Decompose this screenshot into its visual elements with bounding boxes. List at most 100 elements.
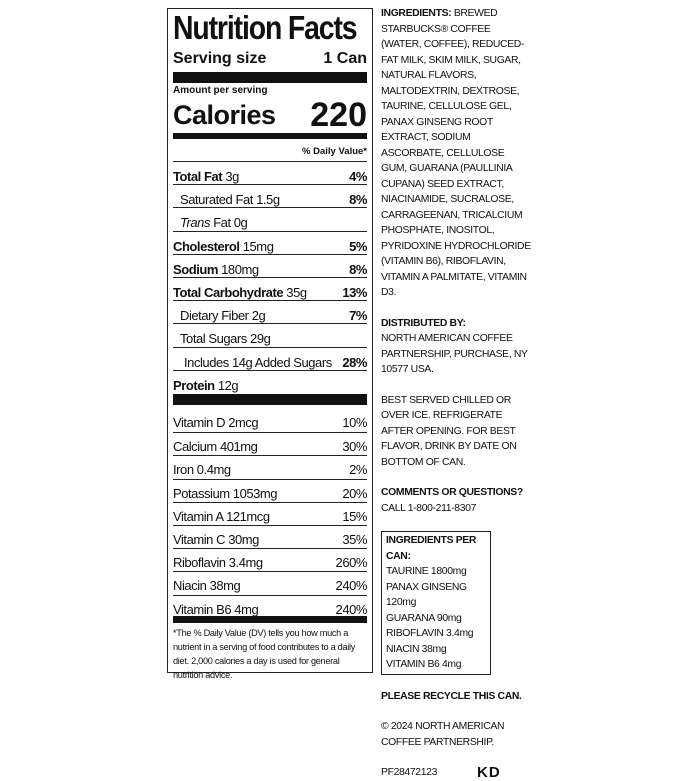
nutrient-name: Total Sugars 29g (173, 331, 271, 347)
vitamin-row: Vitamin D 2mcg 10% (173, 409, 367, 430)
nutrition-facts-title: Nutrition Facts (173, 9, 358, 46)
nutrient-name: Cholesterol 15mg (173, 238, 274, 254)
nutrient-row: Total Fat 3g 4% (173, 161, 367, 184)
nutrient-amount: 180mg (221, 261, 259, 277)
nutrient-row: Includes 14g Added Sugars 28% (173, 346, 367, 370)
thick-divider (173, 394, 367, 405)
vitamin-dv: 10% (342, 415, 367, 430)
footnote: *The % Daily Value (DV) tells you how mu… (173, 628, 356, 680)
vitamin-name: Niacin 38mg (173, 578, 241, 594)
nutrient-row: Saturated Fat 1.5g 8% (173, 184, 367, 207)
nutrient-label: Saturated Fat (180, 192, 253, 208)
per-can-item: NIACIN 38mg (386, 643, 447, 655)
nutrient-amount: 35g (286, 285, 307, 300)
vitamin-dv: 30% (342, 439, 367, 455)
dv-header: % Daily Value* (173, 146, 367, 157)
nutrient-amount: 2g (251, 308, 266, 324)
nutrient-name: Trans Fat 0g (173, 215, 248, 231)
nutrient-label: Dietary Fiber (180, 308, 249, 324)
nutrient-amount: 15mg (242, 238, 274, 254)
vitamin-dv: 240% (335, 578, 368, 594)
nutrient-name: Protein 12g (173, 377, 239, 393)
vitamin-dv: 20% (342, 485, 367, 501)
vitamin-dv: 15% (342, 508, 367, 524)
nutrient-name: Total Carbohydrate 35g (173, 285, 307, 300)
nutrition-facts-label: Nutrition Facts Serving size 1 Can Amoun… (167, 8, 373, 680)
amount-per-serving: Amount per serving (173, 85, 367, 97)
nutrient-amount: 1.5g (256, 192, 280, 208)
calories-value: 220 (310, 96, 367, 134)
vitamin-name: Potassium 1053mg (173, 485, 278, 501)
vitamin-name: Iron 0.4mg (173, 462, 231, 478)
distributed-text: NORTH AMERICAN COFFEE PARTNERSHIP, PURCH… (381, 333, 528, 375)
per-can-box: INGREDIENTS PER CAN: TAURINE 1800mg PANAX… (381, 531, 491, 675)
medium-divider (173, 616, 367, 623)
vitamin-row: Niacin 38mg 240% (173, 571, 367, 593)
nutrient-row: Dietary Fiber 2g 7% (173, 300, 367, 323)
serving-note: BEST SERVED CHILLED OR OVER ICE. REFRIGE… (381, 394, 517, 468)
per-can-label: INGREDIENTS PER CAN: (386, 535, 477, 562)
serving-size-value: 1 Can (323, 50, 367, 67)
vitamin-row: Riboflavin 3.4mg 260% (173, 548, 367, 570)
vitamin-dv: 2% (349, 462, 367, 478)
vitamin-row: Calcium 401mg 30% (173, 432, 367, 454)
vitamin-name: Vitamin B6 4mg (173, 601, 259, 617)
serving-size-row: Serving size 1 Can (173, 49, 367, 68)
nutrient-dv: 8% (349, 261, 367, 277)
per-can-item: TAURINE 1800mg (386, 566, 467, 577)
nutrient-row: Sodium 180mg 8% (173, 253, 367, 277)
nutrient-row: Protein 12g (173, 369, 367, 393)
per-can-item: PANAX GINSENG 120mg (386, 581, 467, 609)
amount-label: Amount per serving (173, 85, 268, 96)
nutrient-row: Total Sugars 29g (173, 323, 367, 346)
comments-phone: CALL 1-800-211-8307 (381, 502, 477, 514)
serving-size-label: Serving size (173, 50, 267, 67)
nutrient-row: Trans Fat 0g (173, 207, 367, 230)
per-can-item: VITAMIN B6 4mg (386, 659, 462, 670)
nutrient-label: Total Carbohydrate (173, 285, 284, 300)
nutrient-name: Saturated Fat 1.5g (173, 192, 280, 207)
vitamin-name: Vitamin D 2mcg (173, 415, 259, 430)
nutrient-row: Total Carbohydrate 35g 13% (173, 277, 367, 300)
ingredients-text: BREWED STARBUCKS® COFFEE (WATER, COFFEE)… (381, 8, 531, 298)
nutrient-dv: 5% (349, 238, 367, 254)
vitamin-name: Calcium 401mg (173, 439, 258, 455)
nutrient-amount: 3g (225, 169, 239, 184)
nutrient-name: Dietary Fiber 2g (173, 308, 266, 324)
product-code: PF28472123 (381, 767, 438, 778)
vitamin-row: Vitamin C 30mg 35% (173, 525, 367, 547)
thick-divider (173, 72, 367, 83)
vitamin-row: Potassium 1053mg 20% (173, 478, 367, 501)
nutrient-label: Total Fat (173, 169, 223, 184)
vitamin-dv: 35% (342, 532, 367, 547)
recycle-note: PLEASE RECYCLE THIS CAN. (381, 690, 522, 702)
nutrient-amount: Fat 0g (213, 215, 248, 231)
ingredients: INGREDIENTS: BREWED STARBUCKS® COFFEE (W… (381, 6, 531, 301)
nutrient-name: Includes 14g Added Sugars (173, 355, 332, 370)
nutrient-label: Includes 14g Added Sugars (184, 354, 332, 370)
nutrient-dv: 13% (342, 285, 367, 300)
vitamin-dv: 240% (335, 601, 368, 617)
nutrient-dv: 7% (349, 308, 367, 324)
codes: PF28472123 KD (381, 765, 531, 781)
calories-label: Calories (173, 100, 276, 130)
medium-divider (173, 133, 367, 139)
nutrient-label: Total Sugars (180, 331, 247, 347)
nutrient-name: Sodium 180mg (173, 262, 259, 277)
distributed-by: DISTRIBUTED BY: NORTH AMERICAN COFFEE PAR… (381, 316, 531, 378)
copyright: © 2024 NORTH AMERICAN COFFEE PARTNERSHIP… (381, 721, 505, 748)
comments: COMMENTS OR QUESTIONS? CALL 1-800-211-830… (381, 485, 531, 516)
nutrient-dv: 4% (349, 169, 367, 184)
vitamin-row: Vitamin A 121mcg 15% (173, 501, 367, 524)
nutrient-amount: 29g (250, 331, 271, 347)
comments-label: COMMENTS OR QUESTIONS? (381, 487, 523, 498)
vitamin-dv: 260% (335, 555, 368, 571)
calories-row: Calories 220 (173, 98, 367, 132)
vitamin-name: Vitamin A 121mcg (173, 508, 270, 524)
nutrient-label: Protein (173, 377, 215, 393)
per-can-item: RIBOFLAVIN 3.4mg (386, 628, 474, 639)
side-panel: INGREDIENTS: BREWED STARBUCKS® COFFEE (W… (381, 6, 531, 781)
nutrient-dv: 8% (349, 192, 367, 208)
per-can-item: GUARANA 90mg (386, 612, 462, 624)
nutrient-label: Trans (180, 215, 211, 231)
